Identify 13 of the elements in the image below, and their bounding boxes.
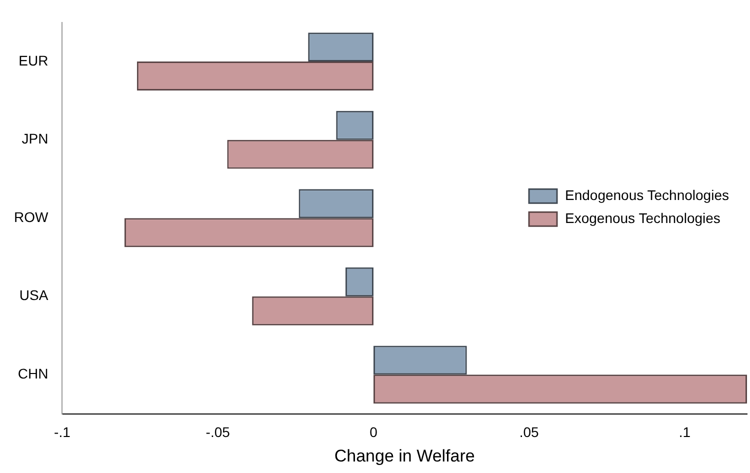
- x-tick-label: -.1: [54, 424, 71, 440]
- y-tick-label: JPN: [22, 130, 48, 147]
- legend-label: Endogenous Technologies: [565, 186, 729, 203]
- x-tick-label: .05: [519, 424, 540, 440]
- x-tick-label: 0: [370, 424, 378, 440]
- x-tick-label: -.05: [206, 424, 230, 440]
- y-tick-label: ROW: [14, 208, 49, 225]
- y-tick-label: CHN: [18, 366, 48, 382]
- y-tick-label: EUR: [18, 52, 48, 68]
- x-tick-label: .1: [678, 424, 691, 440]
- y-tick-label: USA: [19, 287, 49, 304]
- legend-label: Exogenous Technologies: [565, 210, 720, 226]
- x-axis-title: Change in Welfare: [334, 446, 475, 466]
